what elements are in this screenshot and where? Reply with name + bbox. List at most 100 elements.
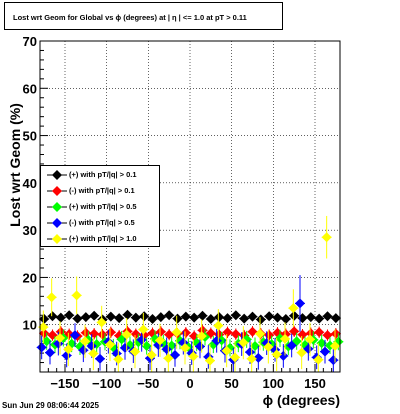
x-axis-label: ϕ (degrees)	[263, 392, 340, 408]
data-point	[320, 346, 330, 357]
data-point	[197, 310, 208, 321]
data-point	[271, 349, 282, 360]
plot-title: Lost wrt Geom for Global vs ϕ (degrees) …	[13, 13, 247, 22]
data-point	[221, 345, 232, 356]
x-tick-label: 100	[262, 376, 284, 391]
data-point	[196, 331, 207, 342]
data-point	[130, 312, 141, 323]
data-point	[250, 340, 260, 351]
data-point	[230, 329, 241, 340]
data-point	[46, 292, 57, 303]
data-point	[71, 290, 82, 301]
x-tick-label: 150	[304, 376, 326, 391]
data-point	[171, 327, 182, 338]
data-point	[136, 334, 147, 345]
data-point	[86, 340, 97, 351]
data-point	[155, 312, 166, 323]
data-point	[89, 310, 100, 321]
data-point	[45, 347, 55, 358]
data-point	[114, 313, 125, 324]
legend-label: (-) with pT/|q| > 0.1	[69, 186, 135, 195]
legend-marker-green	[47, 202, 67, 212]
data-point	[141, 340, 152, 351]
data-point	[121, 329, 132, 340]
data-point	[316, 338, 327, 349]
legend-entry: (-) with pT/|q| > 0.1	[41, 183, 159, 199]
legend-marker-blue	[47, 218, 67, 228]
data-point	[222, 313, 233, 324]
data-point	[239, 313, 250, 324]
data-point	[138, 324, 149, 335]
data-point	[180, 342, 190, 353]
data-point	[47, 311, 58, 322]
legend-entry: (+) with pT/|q| > 1.0	[41, 231, 159, 247]
y-tick-label: 50	[23, 129, 37, 144]
data-point	[164, 310, 175, 321]
data-point	[247, 326, 258, 337]
data-point	[289, 310, 300, 321]
x-tick-label: −50	[137, 376, 159, 391]
x-tick-label: −100	[92, 376, 121, 391]
data-point	[313, 354, 324, 365]
y-tick-label: 10	[23, 318, 37, 333]
data-point	[36, 342, 47, 353]
data-point	[303, 343, 314, 354]
data-point	[172, 313, 183, 324]
data-point	[80, 312, 91, 323]
data-point	[161, 344, 172, 355]
data-point	[322, 330, 333, 341]
legend-entry: (-) with pT/|q| > 0.5	[41, 215, 159, 231]
plot-title-box: Lost wrt Geom for Global vs ϕ (degrees) …	[4, 2, 283, 30]
data-point	[95, 353, 105, 364]
data-point	[286, 340, 297, 351]
data-point	[263, 341, 274, 352]
data-point	[272, 312, 283, 323]
data-point	[297, 313, 308, 324]
data-point	[247, 311, 258, 322]
legend-label: (-) with pT/|q| > 0.5	[69, 218, 135, 227]
data-point	[295, 298, 305, 309]
data-point	[70, 330, 80, 341]
legend-label: (+) with pT/|q| > 0.1	[69, 170, 137, 179]
data-point	[105, 339, 115, 350]
data-point	[96, 317, 107, 328]
data-point	[63, 344, 74, 355]
data-point	[205, 314, 216, 325]
x-tick-label: 50	[224, 376, 238, 391]
data-point	[214, 312, 225, 323]
data-point	[122, 309, 133, 320]
x-tick-label: 0	[186, 376, 193, 391]
data-point	[314, 313, 325, 324]
data-point	[305, 312, 316, 323]
data-point	[211, 335, 222, 346]
data-point	[288, 303, 299, 314]
data-point	[55, 312, 66, 323]
data-point	[188, 351, 199, 362]
y-tick-label: 60	[23, 81, 37, 96]
data-point	[163, 353, 174, 364]
data-point	[305, 334, 315, 345]
data-point	[278, 350, 289, 361]
data-point	[230, 352, 240, 363]
timestamp: Sun Jun 29 08:06:44 2025	[2, 401, 99, 410]
legend: (+) with pT/|q| > 0.1 (-) with pT/|q| > …	[40, 165, 160, 247]
data-point	[330, 313, 341, 324]
data-point	[230, 310, 241, 321]
y-tick-label: 40	[23, 176, 37, 191]
legend-entry: (+) with pT/|q| > 0.5	[41, 199, 159, 215]
legend-label: (+) with pT/|q| > 1.0	[69, 234, 137, 243]
data-point	[130, 346, 140, 357]
data-point	[41, 336, 52, 347]
data-point	[155, 335, 165, 346]
data-point	[80, 336, 90, 347]
data-point	[78, 345, 89, 356]
data-point	[88, 348, 99, 359]
y-tick-label: 30	[23, 223, 37, 238]
data-point	[255, 314, 266, 325]
data-point	[280, 333, 290, 344]
data-point	[146, 349, 157, 360]
data-point	[120, 342, 130, 353]
legend-marker-red	[47, 186, 67, 196]
data-point	[330, 340, 340, 351]
data-point	[238, 337, 249, 348]
